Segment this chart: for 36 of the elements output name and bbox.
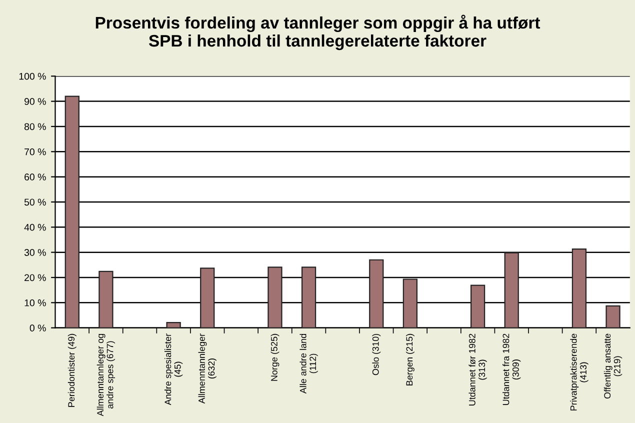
y-tick-label: 30 % bbox=[24, 249, 46, 256]
x-tick-label: Offentlig ansatte (219) bbox=[604, 334, 622, 399]
y-tick-label: 90 % bbox=[24, 98, 46, 105]
x-tick-label: Allmenntannleger (632) bbox=[198, 334, 216, 404]
bar bbox=[504, 252, 519, 328]
bar bbox=[369, 259, 384, 328]
y-tick-label: 50 % bbox=[24, 198, 46, 206]
bar bbox=[98, 270, 114, 328]
y-tick-label: 80 % bbox=[24, 123, 46, 130]
chart-title: Prosentvis fordeling av tannleger som oppgir å ha utført SPB i henhold til tannlegerelaterte faktorer bbox=[96, 14, 540, 50]
y-tick-label: 40 % bbox=[24, 224, 46, 231]
bar bbox=[470, 284, 486, 328]
x-tick-label: Andre spesialister (45) bbox=[164, 334, 183, 406]
bar bbox=[402, 278, 418, 328]
y-tick-label: 100 % bbox=[19, 72, 46, 80]
bar bbox=[606, 305, 620, 328]
x-tick-label: Norge (525) bbox=[270, 334, 280, 381]
bar bbox=[166, 322, 181, 328]
bar bbox=[301, 266, 316, 328]
y-tick-label: 70 % bbox=[24, 148, 46, 156]
x-tick-label: Bergen (215) bbox=[406, 334, 414, 386]
x-tick-label: Utdannet før 1982 (313) bbox=[468, 334, 487, 406]
bar bbox=[200, 268, 215, 328]
y-tick-label: 0 % bbox=[30, 324, 46, 332]
x-tick-label: Periodontister (49) bbox=[68, 334, 76, 407]
bar bbox=[268, 266, 282, 328]
y-tick-label: 20 % bbox=[24, 274, 46, 282]
x-tick-label: Alle andre land (112) bbox=[300, 334, 318, 394]
x-tick-label: Allmenntannleger og andre spes (677) bbox=[96, 334, 116, 416]
bar bbox=[572, 248, 587, 328]
x-tick-label: Privatpraktiserende (413) bbox=[570, 334, 588, 410]
y-tick-label: 60 % bbox=[24, 174, 46, 180]
x-tick-label: Oslo (310) bbox=[372, 334, 381, 376]
y-tick-label: 10 % bbox=[24, 299, 46, 306]
bar bbox=[64, 96, 80, 328]
x-tick-label: Utdannet fra 1982 (309) bbox=[502, 334, 521, 405]
